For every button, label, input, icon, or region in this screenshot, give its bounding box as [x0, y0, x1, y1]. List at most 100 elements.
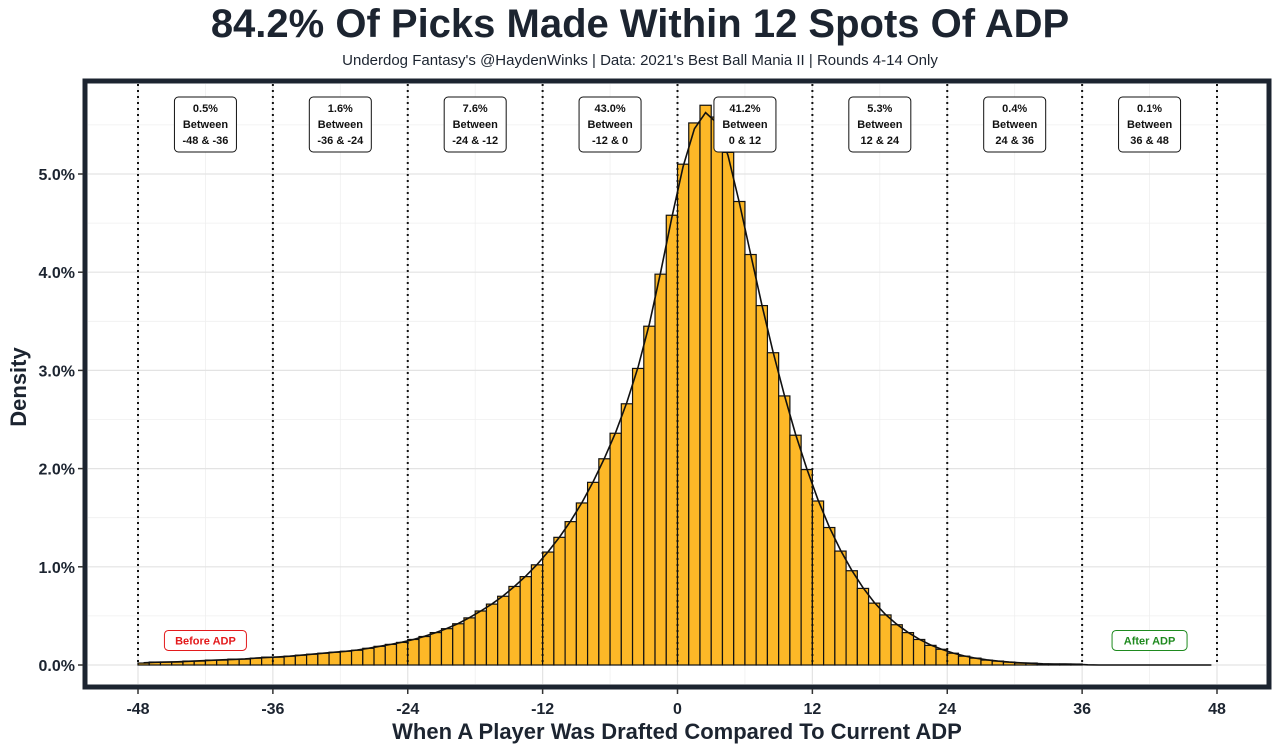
- annotation-text: 12 & 24: [861, 135, 900, 147]
- histogram-bar: [879, 614, 892, 666]
- histogram-bar: [542, 551, 555, 666]
- histogram-bar: [688, 122, 701, 666]
- range-annotation: 41.2% Between 0 & 12: [713, 96, 777, 153]
- annotation-box: [173, 96, 237, 153]
- range-annotation: 0.1% Between 36 & 48: [1118, 96, 1182, 153]
- histogram-bar: [834, 550, 847, 666]
- range-annotations: 0.5% Between -48 & -36 1.6% Between -36 & -24…: [163, 96, 1188, 651]
- histogram-bar: [586, 481, 600, 666]
- range-annotation: 43.0% Between -12 & 0: [578, 96, 642, 153]
- histogram-bar: [721, 151, 735, 666]
- x-tick-label: -36: [261, 701, 284, 718]
- range-annotation: 5.3% Between 12 & 24: [848, 96, 912, 153]
- histogram-bar: [508, 585, 521, 666]
- x-axis-title: When A Player Was Drafted Compared To Cu…: [392, 719, 962, 744]
- annotation-text: 36 & 48: [1130, 135, 1169, 147]
- annotation-text: Between: [1127, 119, 1173, 131]
- side-label-box: [163, 629, 247, 651]
- histogram-bar: [946, 652, 960, 666]
- annotation-box: [713, 96, 777, 153]
- histogram-bar: [665, 214, 679, 666]
- histogram-bar: [440, 628, 454, 666]
- histogram-bar: [699, 104, 712, 666]
- x-tick-label: 48: [1208, 701, 1226, 718]
- y-tick-label: 1.0%: [39, 560, 75, 577]
- histogram-bar: [294, 654, 308, 666]
- histogram-bar: [631, 367, 645, 666]
- annotation-text: Between: [857, 119, 903, 131]
- histogram-bar: [362, 647, 375, 666]
- histogram-bar: [778, 395, 791, 666]
- axes: -48 -36 -24 -12 0 12 24 36 48 0.0% 1.0% 2.0% 3.0% 4.0…: [39, 167, 1226, 718]
- histogram-bar: [452, 623, 465, 666]
- histogram-bar: [901, 631, 915, 666]
- annotation-text: -48 & -36: [183, 135, 229, 147]
- histogram-bar: [800, 468, 813, 666]
- annotation-box: [1118, 96, 1182, 153]
- histogram-bar: [811, 500, 825, 666]
- histogram-bar: [474, 610, 488, 666]
- histogram-bar: [317, 652, 330, 666]
- histogram-bar: [429, 631, 443, 666]
- histogram-bar: [598, 458, 611, 666]
- histogram-bar: [485, 603, 499, 666]
- histogram-bar: [845, 570, 858, 666]
- annotation-text: Between: [587, 119, 633, 131]
- histogram-bar: [609, 432, 622, 666]
- histogram-bar: [564, 521, 577, 666]
- side-label-box: [1111, 629, 1188, 651]
- annotation-text: Between: [453, 119, 499, 131]
- annotation-text: 41.2%: [729, 103, 760, 115]
- histogram-bar: [519, 576, 532, 666]
- histogram-bar: [867, 602, 881, 666]
- histogram-bar: [766, 352, 780, 666]
- annotation-text: Between: [992, 119, 1038, 131]
- histogram-bar: [912, 638, 926, 666]
- histogram-bar: [238, 658, 251, 666]
- y-tick-label: 0.0%: [39, 658, 75, 675]
- histogram-bar: [890, 624, 903, 666]
- histogram-bar: [643, 325, 656, 666]
- x-tick-label: 0: [673, 701, 682, 718]
- range-annotation: 0.5% Between -48 & -36: [173, 96, 237, 153]
- histogram-bar: [497, 595, 510, 666]
- y-axis-title: Density: [6, 347, 31, 427]
- annotation-text: Between: [183, 119, 229, 131]
- histogram-bar: [935, 648, 948, 666]
- x-tick-label: -24: [396, 701, 419, 718]
- annotation-text: 24 & 36: [995, 135, 1034, 147]
- side-label-text: Before ADP: [175, 635, 236, 647]
- x-tick-label: 12: [803, 701, 821, 718]
- side-label-text: After ADP: [1124, 635, 1176, 647]
- range-annotation: 1.6% Between -36 & -24: [308, 96, 372, 153]
- y-tick-label: 2.0%: [39, 462, 75, 479]
- annotation-text: 0.4%: [1002, 103, 1027, 115]
- histogram-bar: [395, 641, 409, 666]
- histogram-bar: [407, 638, 420, 666]
- chart-title: 84.2% Of Picks Made Within 12 Spots Of A…: [210, 2, 1070, 46]
- plot-frame: [82, 78, 1272, 690]
- histogram-bar: [676, 163, 690, 666]
- annotation-text: -24 & -12: [452, 135, 498, 147]
- annotation-text: 0 & 12: [729, 135, 761, 147]
- annotation-box: [578, 96, 642, 153]
- histogram-bar: [575, 502, 589, 666]
- annotation-text: Between: [318, 119, 364, 131]
- side-label: After ADP: [1111, 629, 1188, 651]
- annotation-text: 43.0%: [594, 103, 625, 115]
- bin-divider-lines: [137, 84, 1218, 665]
- histogram-bar: [654, 273, 667, 666]
- histogram-bar: [856, 587, 870, 666]
- histogram-bar: [305, 653, 319, 666]
- histogram-bar: [789, 434, 802, 666]
- histogram-bar: [418, 635, 431, 666]
- density-curve: [143, 111, 1212, 666]
- annotation-text: 1.6%: [328, 103, 353, 115]
- histogram-bar: [339, 650, 353, 666]
- histogram-bar: [924, 644, 937, 666]
- histogram-bar: [823, 526, 836, 666]
- x-tick-label: 36: [1073, 701, 1091, 718]
- annotation-text: -36 & -24: [317, 135, 364, 147]
- annotation-box: [848, 96, 912, 153]
- histogram-bar: [216, 659, 229, 666]
